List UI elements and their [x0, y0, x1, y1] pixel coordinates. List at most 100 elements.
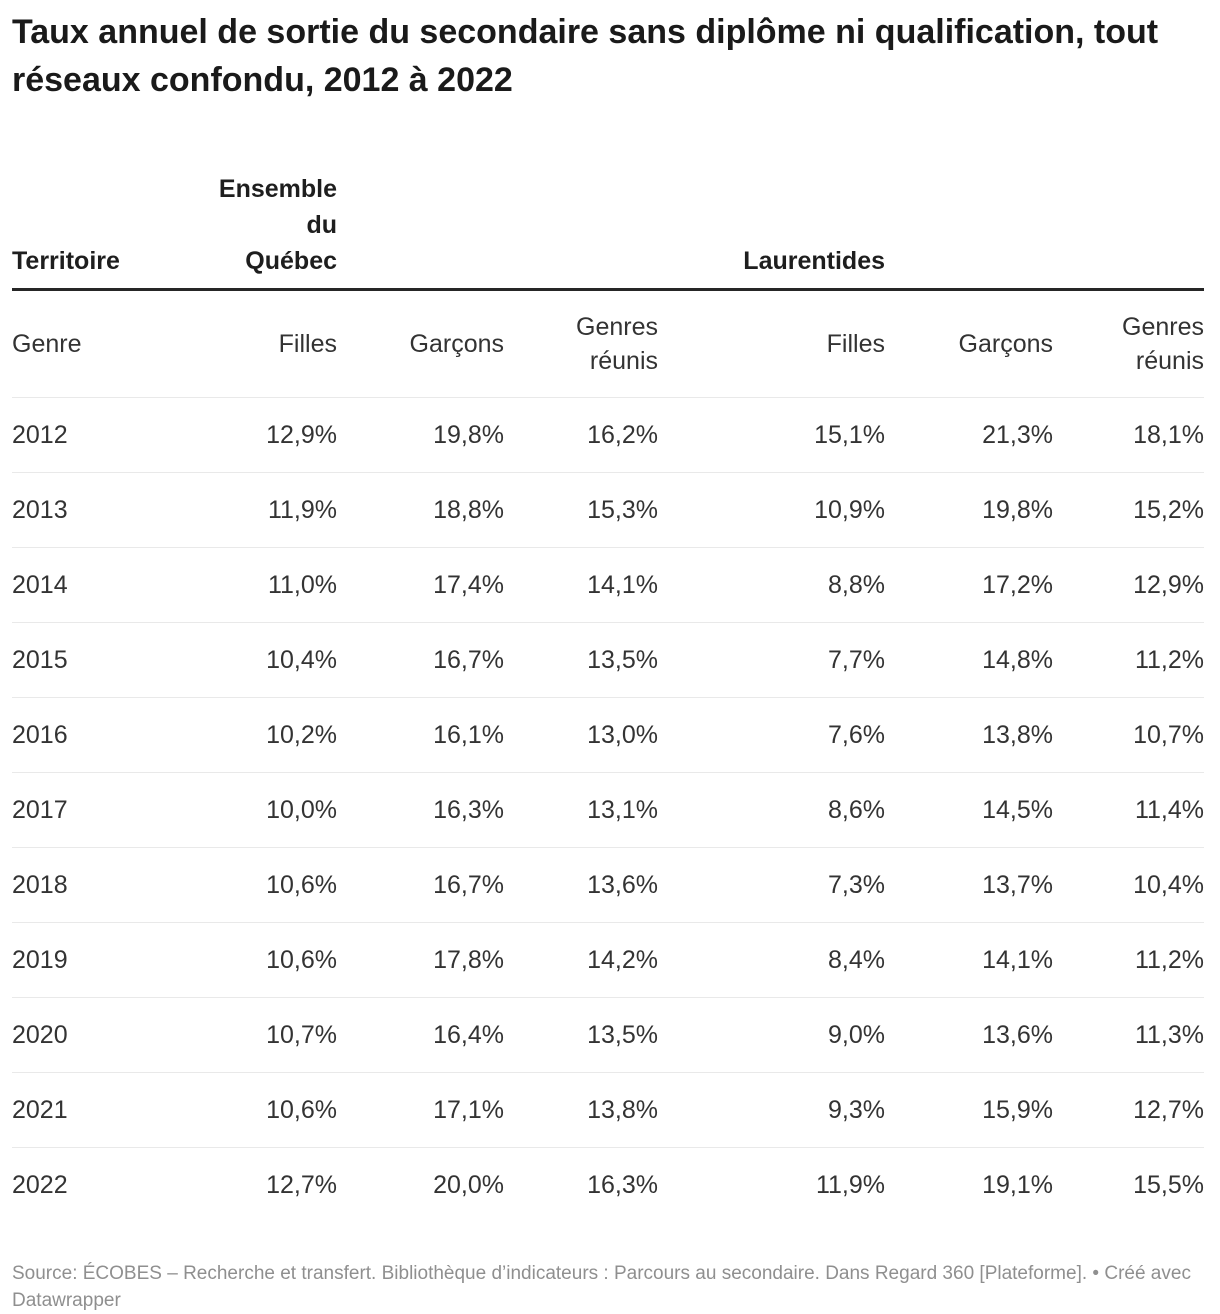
cell-value: 14,2%	[504, 922, 658, 998]
cell-value: 16,3%	[337, 772, 504, 848]
column-header-label: Genres réunis	[576, 313, 658, 375]
cell-value: 14,1%	[504, 547, 658, 623]
row-year: 2019	[12, 922, 182, 998]
group-header-spacer	[1053, 134, 1204, 291]
cell-value: 19,8%	[885, 472, 1053, 548]
cell-value: 13,6%	[504, 847, 658, 923]
row-year: 2018	[12, 847, 182, 923]
group-header-quebec: Ensemble du Québec	[182, 134, 337, 291]
cell-value: 8,4%	[658, 922, 885, 998]
cell-value: 16,3%	[587, 1171, 658, 1199]
row-year: 2013	[12, 472, 182, 548]
cell-value: 11,9%	[815, 1171, 885, 1199]
cell-value: 10,7%	[1053, 697, 1204, 773]
cell-value: 15,3%	[504, 472, 658, 548]
cell-value: 10,0%	[182, 772, 337, 848]
cell-value: 16,4%	[337, 997, 504, 1073]
table-body: 2012 12,9% 19,8% 16,2% 15,1% 21,3% 18,1% 2013 11…	[12, 397, 1204, 1223]
column-header-label: Genres réunis	[1122, 313, 1204, 375]
row-year: 2021	[12, 1072, 182, 1148]
cell-value: 10,6%	[182, 847, 337, 923]
cell-value: 11,2%	[1053, 922, 1204, 998]
group-header-laurentides: Laurentides	[658, 134, 885, 291]
cell-value: 16,7%	[337, 847, 504, 923]
cell-value: 12,7%	[266, 1171, 337, 1199]
column-header-genre: Genre	[12, 289, 182, 398]
footer-separator: •	[1092, 1263, 1100, 1284]
cell-value: 14,1%	[885, 922, 1053, 998]
table-row: 2017 10,0% 16,3% 13,1% 8,6% 14,5% 11,4%	[12, 772, 1204, 848]
cell-value: 13,8%	[504, 1072, 658, 1148]
cell-value: 17,1%	[337, 1072, 504, 1148]
cell-value: 13,5%	[504, 622, 658, 698]
cell-value: 12,9%	[1053, 547, 1204, 623]
cell-value: 13,8%	[885, 697, 1053, 773]
row-year: 2012	[12, 397, 182, 473]
row-year: 2014	[12, 547, 182, 623]
cell-value: 14,5%	[885, 772, 1053, 848]
cell-value: 17,4%	[337, 547, 504, 623]
table-row: 2020 10,7% 16,4% 13,5% 9,0% 13,6% 11,3%	[12, 997, 1204, 1073]
column-header-genres-reunis-laur: Genres réunis	[1053, 289, 1204, 398]
table-header: Territoire Ensemble du Québec Laurentide…	[12, 134, 1204, 398]
cell-value: 17,2%	[885, 547, 1053, 623]
column-header-garcons-qc: Garçons	[337, 289, 504, 398]
column-header-filles-laur: Filles	[658, 289, 885, 398]
cell-value: 10,7%	[182, 997, 337, 1073]
cell-value: 11,2%	[1053, 622, 1204, 698]
cell-value: 11,0%	[182, 547, 337, 623]
cell-value: 8,6%	[658, 772, 885, 848]
cell-value: 15,9%	[885, 1072, 1053, 1148]
cell-value: 20,0%	[433, 1171, 504, 1199]
datawrapper-credit-link[interactable]: Créé avec Datawrapper	[12, 1263, 1191, 1311]
group-header-spacer	[504, 134, 658, 291]
table-row: 2014 11,0% 17,4% 14,1% 8,8% 17,2% 12,9%	[12, 547, 1204, 623]
cell-value: 19,1%	[982, 1171, 1053, 1199]
column-header-row: Genre Filles Garçons Genres réunis Fille…	[12, 289, 1204, 398]
table-row: 2019 10,6% 17,8% 14,2% 8,4% 14,1% 11,2%	[12, 922, 1204, 998]
cell-value: 15,2%	[1053, 472, 1204, 548]
cell-value: 16,1%	[337, 697, 504, 773]
cell-value: 15,1%	[658, 397, 885, 473]
table-row: 2016 10,2% 16,1% 13,0% 7,6% 13,8% 10,7%	[12, 697, 1204, 773]
cell-value: 14,8%	[885, 622, 1053, 698]
group-header-quebec-line: Ensemble	[218, 175, 337, 203]
territory-label: Territoire	[12, 134, 182, 291]
cell-value: 16,2%	[504, 397, 658, 473]
cell-value: 18,8%	[337, 472, 504, 548]
table-row: 2021 10,6% 17,1% 13,8% 9,3% 15,9% 12,7%	[12, 1072, 1204, 1148]
territory-header-row: Territoire Ensemble du Québec Laurentide…	[12, 134, 1204, 291]
cell-value: 9,3%	[658, 1072, 885, 1148]
cell-value: 12,9%	[182, 397, 337, 473]
group-header-quebec-line: Québec	[245, 247, 337, 275]
cell-value: 12,7%	[1053, 1072, 1204, 1148]
cell-value: 10,4%	[182, 622, 337, 698]
column-header-garcons-laur: Garçons	[885, 289, 1053, 398]
cell-value: 16,7%	[337, 622, 504, 698]
cell-value: 11,9%	[182, 472, 337, 548]
table-row: 2012 12,9% 19,8% 16,2% 15,1% 21,3% 18,1%	[12, 397, 1204, 473]
cell-value: 13,1%	[504, 772, 658, 848]
table-row: 2015 10,4% 16,7% 13,5% 7,7% 14,8% 11,2%	[12, 622, 1204, 698]
cell-value: 11,3%	[1053, 997, 1204, 1073]
cell-value: 7,7%	[658, 622, 885, 698]
data-table: Territoire Ensemble du Québec Laurentide…	[12, 134, 1204, 1222]
group-header-spacer	[885, 134, 1053, 291]
group-header-quebec-line: du	[306, 211, 337, 239]
cell-value: 17,8%	[337, 922, 504, 998]
cell-value: 13,6%	[885, 997, 1053, 1073]
chart-title: Taux annuel de sortie du secondaire sans…	[12, 13, 1159, 99]
cell-value: 10,9%	[658, 472, 885, 548]
table-row: 2013 11,9% 18,8% 15,3% 10,9% 19,8% 15,2%	[12, 472, 1204, 548]
cell-value: 11,4%	[1053, 772, 1204, 848]
cell-value: 10,6%	[182, 1072, 337, 1148]
cell-value: 8,8%	[658, 547, 885, 623]
table-row: 2022 12,7% 20,0% 16,3% 11,9% 19,1% 15,5%	[12, 1148, 1204, 1223]
cell-value: 13,5%	[504, 997, 658, 1073]
table-row: 2018 10,6% 16,7% 13,6% 7,3% 13,7% 10,4%	[12, 847, 1204, 923]
cell-value: 7,3%	[658, 847, 885, 923]
row-year: 2017	[12, 772, 182, 848]
source-footer: Source: ÉCOBES – Recherche et transfert.…	[12, 1260, 1204, 1314]
cell-value: 13,7%	[885, 847, 1053, 923]
